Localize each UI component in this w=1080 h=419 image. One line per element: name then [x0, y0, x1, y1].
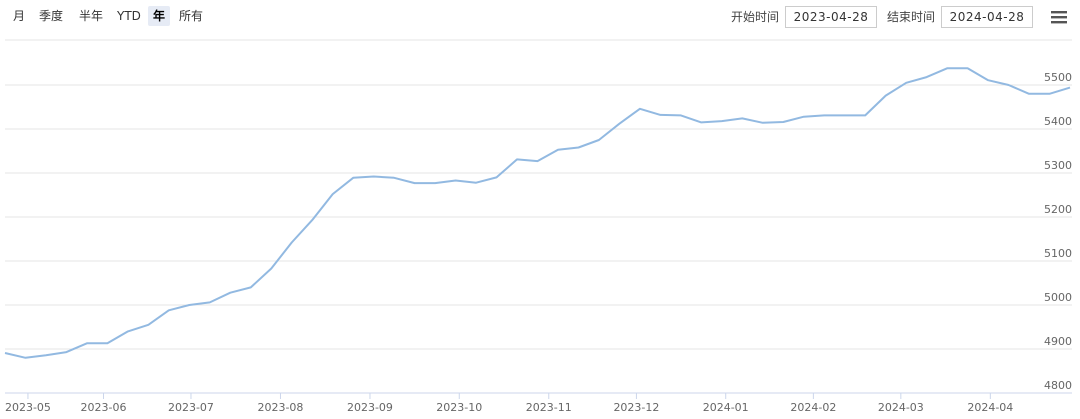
x-tick-label: 2023-09: [347, 401, 393, 414]
x-tick-label: 2024-04: [967, 401, 1013, 414]
x-tick-label: 2024-01: [703, 401, 749, 414]
y-tick-label: 4800: [1044, 379, 1072, 392]
y-tick-label: 5100: [1044, 247, 1072, 260]
range-button[interactable]: 年: [148, 6, 171, 26]
x-tick-label: 2023-11: [526, 401, 572, 414]
y-tick-label: 5200: [1044, 203, 1072, 216]
range-button[interactable]: 所有: [179, 9, 204, 23]
x-tick-label: 2023-05: [5, 401, 51, 414]
x-tick-label: 2023-08: [257, 401, 303, 414]
start-date-input[interactable]: 2023-04-28: [785, 6, 877, 28]
line-series: [4, 67, 1071, 359]
menu-button[interactable]: [1051, 11, 1067, 24]
range-button[interactable]: 月: [13, 9, 26, 23]
end-date-input[interactable]: 2024-04-28: [941, 6, 1033, 28]
menu-bar: [1051, 11, 1067, 14]
range-button[interactable]: 半年: [79, 9, 104, 23]
end-label: 结束时间: [887, 10, 936, 24]
y-tick-label: 4900: [1044, 335, 1072, 348]
x-tick-label: 2023-10: [436, 401, 482, 414]
y-tick-label: 5400: [1044, 115, 1072, 128]
range-button[interactable]: 季度: [39, 9, 64, 23]
menu-bar: [1051, 21, 1067, 24]
y-tick-label: 5500: [1044, 71, 1072, 84]
x-tick-label: 2023-07: [168, 401, 214, 414]
x-tick-label: 2023-12: [613, 401, 659, 414]
start-label: 开始时间: [731, 10, 780, 24]
y-tick-label: 5300: [1044, 159, 1072, 172]
x-tick-label: 2024-03: [878, 401, 924, 414]
menu-bar: [1051, 16, 1067, 19]
x-tick-label: 2024-02: [790, 401, 836, 414]
y-tick-label: 5000: [1044, 291, 1072, 304]
range-button[interactable]: YTD: [117, 9, 141, 23]
x-tick-label: 2023-06: [81, 401, 127, 414]
